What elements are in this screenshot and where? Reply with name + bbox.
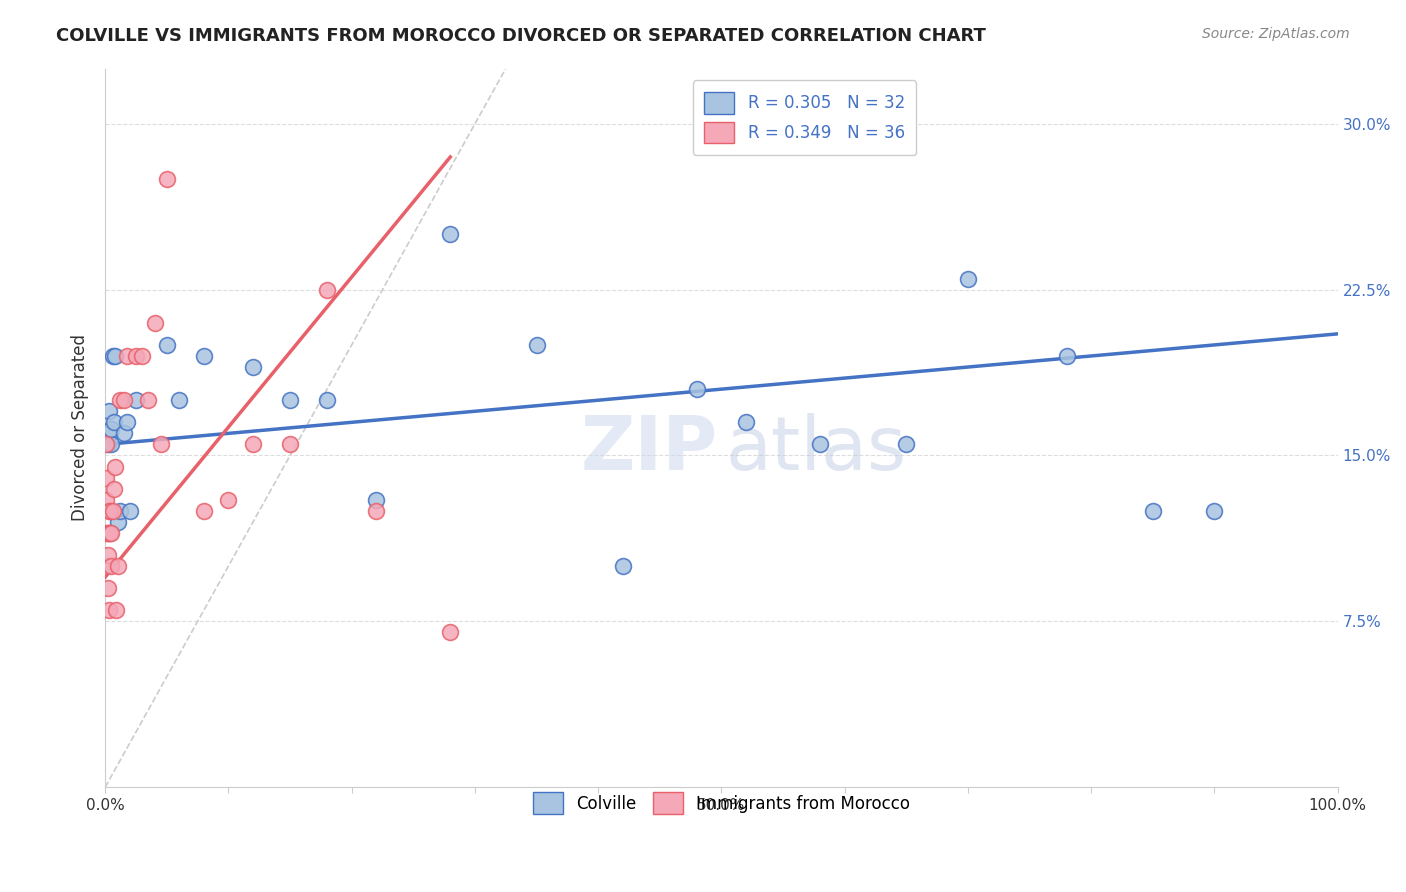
- Point: [1056, 349, 1078, 363]
- Point: [242, 437, 264, 451]
- Point: [896, 437, 918, 451]
- Point: [105, 603, 128, 617]
- Point: [125, 349, 148, 363]
- Point: [97, 603, 120, 617]
- Point: [138, 393, 160, 408]
- Point: [316, 393, 339, 408]
- Point: [143, 316, 166, 330]
- Point: [366, 492, 388, 507]
- Point: [104, 349, 127, 363]
- Point: [107, 559, 129, 574]
- Point: [97, 404, 120, 418]
- Point: [100, 437, 122, 451]
- Point: [193, 504, 215, 518]
- Point: [97, 548, 120, 562]
- Point: [1142, 504, 1164, 518]
- Point: [107, 515, 129, 529]
- Point: [156, 338, 179, 352]
- Point: [118, 504, 141, 518]
- Point: [278, 393, 301, 408]
- Point: [735, 415, 758, 429]
- Point: [96, 525, 118, 540]
- Point: [97, 504, 120, 518]
- Point: [316, 283, 339, 297]
- Point: [808, 437, 831, 451]
- Point: [98, 504, 121, 518]
- Point: [366, 504, 388, 518]
- Point: [101, 349, 124, 363]
- Point: [103, 482, 125, 496]
- Point: [98, 525, 121, 540]
- Point: [956, 271, 979, 285]
- Text: atlas: atlas: [725, 413, 905, 486]
- Point: [131, 349, 153, 363]
- Point: [439, 625, 461, 640]
- Point: [149, 437, 172, 451]
- Point: [97, 581, 120, 595]
- Point: [96, 470, 118, 484]
- Point: [104, 459, 127, 474]
- Point: [117, 349, 139, 363]
- Point: [100, 525, 122, 540]
- Point: [526, 338, 548, 352]
- Point: [97, 525, 120, 540]
- Point: [117, 415, 139, 429]
- Point: [193, 349, 215, 363]
- Point: [98, 426, 121, 441]
- Y-axis label: Divorced or Separated: Divorced or Separated: [72, 334, 89, 521]
- Point: [167, 393, 190, 408]
- Point: [108, 393, 131, 408]
- Point: [125, 393, 148, 408]
- Point: [112, 426, 135, 441]
- Point: [97, 437, 120, 451]
- Point: [1204, 504, 1226, 518]
- Point: [100, 422, 122, 436]
- Point: [96, 559, 118, 574]
- Point: [112, 393, 135, 408]
- Point: [217, 492, 239, 507]
- Point: [101, 504, 124, 518]
- Text: COLVILLE VS IMMIGRANTS FROM MOROCCO DIVORCED OR SEPARATED CORRELATION CHART: COLVILLE VS IMMIGRANTS FROM MOROCCO DIVO…: [56, 27, 986, 45]
- Text: ZIP: ZIP: [581, 413, 717, 486]
- Point: [96, 437, 118, 451]
- Legend: Colville, Immigrants from Morocco: Colville, Immigrants from Morocco: [522, 780, 922, 826]
- Point: [612, 559, 634, 574]
- Point: [439, 227, 461, 242]
- Text: Source: ZipAtlas.com: Source: ZipAtlas.com: [1202, 27, 1350, 41]
- Point: [100, 559, 122, 574]
- Point: [97, 525, 120, 540]
- Point: [278, 437, 301, 451]
- Point: [103, 415, 125, 429]
- Point: [242, 359, 264, 374]
- Point: [156, 172, 179, 186]
- Point: [96, 492, 118, 507]
- Point: [108, 504, 131, 518]
- Point: [686, 382, 709, 396]
